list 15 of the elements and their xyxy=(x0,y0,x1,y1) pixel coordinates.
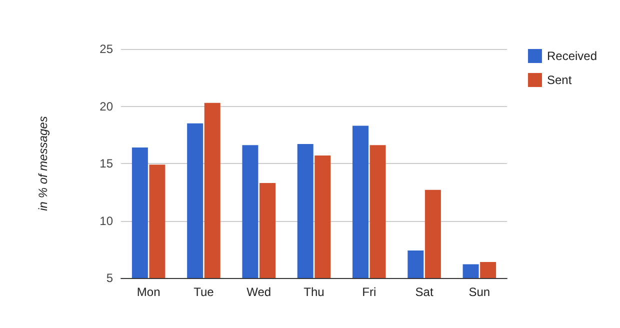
x-tick-label: Fri xyxy=(362,285,376,299)
y-tick-label: 20 xyxy=(100,99,114,114)
y-tick-label: 15 xyxy=(100,156,114,170)
legend-label: Received xyxy=(546,49,598,63)
x-tick-label: Sat xyxy=(415,285,434,299)
x-tick-label: Thu xyxy=(304,285,324,299)
y-tick-label: 25 xyxy=(100,42,114,56)
y-tick-label: 5 xyxy=(106,271,114,285)
x-tick-label: Wed xyxy=(246,285,272,299)
x-tick-label: Mon xyxy=(136,285,160,299)
x-tick-label: Sun xyxy=(468,285,490,299)
legend-label: Sent xyxy=(546,73,572,87)
x-tick-label: Tue xyxy=(194,285,214,299)
y-axis-title: in % of messages xyxy=(36,116,50,211)
y-tick-label: 10 xyxy=(100,214,114,228)
